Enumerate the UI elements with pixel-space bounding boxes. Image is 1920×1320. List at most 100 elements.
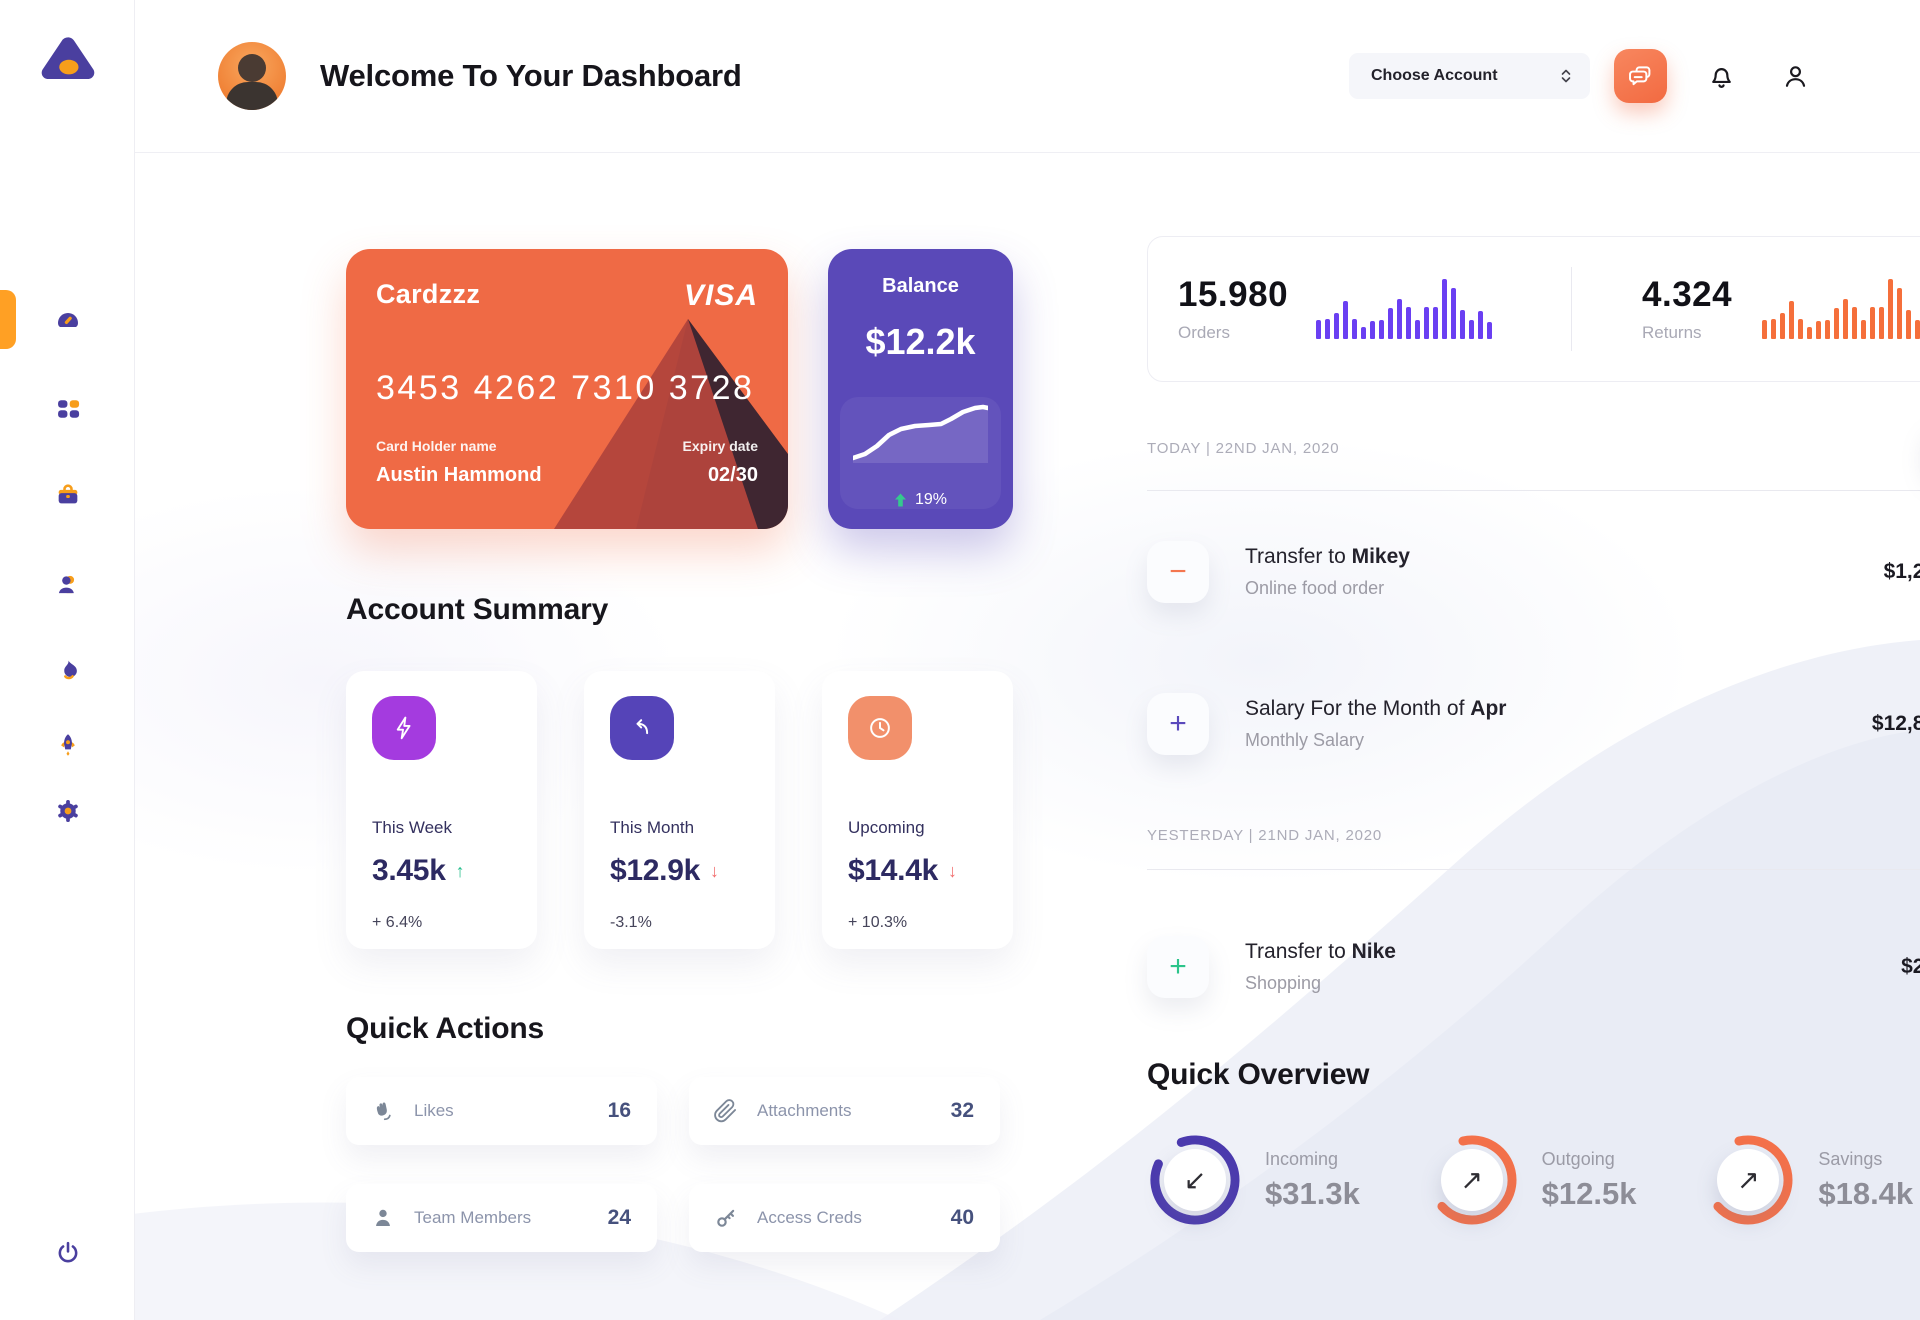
transaction-sign-minus: −: [1147, 541, 1209, 603]
main-content: Welcome To Your Dashboard Choose Account: [135, 0, 1920, 1320]
returns-value: 4.324: [1642, 275, 1733, 314]
clap-icon: [376, 1102, 391, 1121]
balance-amount: $12.2k: [865, 321, 976, 362]
transaction-row-nike[interactable]: + Transfer to Nike Shopping $230.00: [1147, 936, 1920, 998]
up-arrow-icon: [894, 493, 906, 507]
transaction-title-bold: Nike: [1351, 940, 1396, 963]
member-icon: [376, 1209, 390, 1227]
summary-label: This Month: [610, 818, 695, 837]
active-nav-indicator: [0, 290, 16, 349]
transaction-title-bold: Apr: [1470, 697, 1507, 720]
messages-button[interactable]: [1614, 49, 1667, 103]
transaction-amount: $12,840.00: [1871, 712, 1920, 735]
user-icon: [1785, 65, 1805, 87]
transaction-subtitle: Shopping: [1245, 973, 1322, 993]
summary-value: $12.9k: [610, 854, 700, 887]
savings-ring: ↗: [1700, 1132, 1796, 1228]
transaction-sign-plus: +: [1147, 936, 1209, 998]
transaction-subtitle: Online food order: [1245, 578, 1385, 598]
transaction-subtitle: Monthly Salary: [1245, 730, 1365, 750]
arrow-up-right-icon: ↗: [1460, 1164, 1483, 1195]
balance-sparkline: [853, 404, 988, 463]
transaction-row-mikey[interactable]: − Transfer to Mikey Online food order $1…: [1147, 541, 1920, 603]
sidebar: [0, 0, 135, 1320]
left-column: Cardzzz VISA 3453 4262 7310 3728 Card Ho…: [346, 249, 1013, 1252]
incoming-ring: ↙: [1147, 1132, 1243, 1228]
clock-icon: [848, 696, 912, 760]
quick-actions-title: Quick Actions: [346, 1012, 544, 1045]
quick-action-count: 24: [607, 1206, 631, 1229]
outgoing-ring: ↗: [1424, 1132, 1520, 1228]
quick-action-team-members[interactable]: Team Members 24: [346, 1184, 657, 1252]
sidebar-item-launch[interactable]: [49, 726, 87, 764]
overview-value: $12.5k: [1541, 1175, 1637, 1211]
bank-card-name: Cardzzz: [376, 279, 481, 309]
speedometer-icon: [58, 313, 78, 327]
summary-value: 3.45k: [372, 854, 446, 887]
users-icon: [58, 575, 75, 594]
quick-action-label: Attachments: [757, 1101, 852, 1120]
summary-percent: -3.1%: [610, 914, 652, 931]
orders-value: 15.980: [1178, 275, 1289, 314]
trend-down-icon: ↓: [709, 860, 719, 881]
page-title: Welcome To Your Dashboard: [320, 58, 742, 93]
rocket-icon: [61, 734, 75, 756]
balance-card: Balance $12.2k 19%: [828, 249, 1013, 529]
choose-account-select[interactable]: Choose Account: [1349, 53, 1590, 99]
transaction-sign-plus: +: [1147, 693, 1209, 755]
returns-label: Returns: [1642, 323, 1702, 342]
summary-value: $14.4k: [848, 854, 938, 887]
arrow-up-left-icon: [610, 696, 674, 760]
sidebar-item-logout[interactable]: [49, 1234, 87, 1272]
quick-action-count: 16: [607, 1099, 631, 1122]
profile-button[interactable]: [1775, 56, 1815, 96]
transactions-date-today: TODAY | 22ND JAN, 2020: [1147, 439, 1340, 457]
transaction-title: Salary For the Month of: [1245, 697, 1465, 720]
transaction-row-salary[interactable]: + Salary For the Month of Apr Monthly Sa…: [1147, 693, 1920, 755]
flame-icon: [64, 660, 77, 680]
key-icon: [717, 1209, 735, 1227]
summary-label: Upcoming: [848, 818, 925, 837]
summary-card-upcoming: Upcoming $14.4k ↓ + 10.3%: [822, 671, 1013, 949]
sidebar-item-team[interactable]: [49, 566, 87, 604]
expiry-value: 02/30: [707, 464, 758, 486]
app-logo[interactable]: [33, 28, 103, 98]
quick-actions-grid: Likes 16 Attachments 32 Team Members: [346, 1077, 1013, 1252]
gear-icon: [58, 800, 78, 822]
quick-action-attachments[interactable]: Attachments 32: [689, 1077, 1000, 1145]
lightning-icon: [372, 696, 436, 760]
quick-action-label: Team Members: [414, 1208, 532, 1227]
sidebar-item-apps[interactable]: [49, 390, 87, 428]
transaction-title: Transfer to: [1245, 545, 1346, 568]
balance-change: 19%: [914, 491, 948, 508]
quick-action-likes[interactable]: Likes 16: [346, 1077, 657, 1145]
quick-action-label: Likes: [414, 1101, 454, 1120]
quick-action-access-creds[interactable]: Access Creds 40: [689, 1184, 1000, 1252]
topbar: Welcome To Your Dashboard Choose Account: [135, 0, 1920, 153]
bank-card: Cardzzz VISA 3453 4262 7310 3728 Card Ho…: [346, 249, 788, 529]
transaction-amount: $230.00: [1901, 955, 1920, 978]
overview-label: Savings: [1818, 1148, 1883, 1169]
orders-mini-chart: [1316, 279, 1500, 339]
summary-card-this-month: This Month $12.9k ↓ -3.1%: [584, 671, 775, 949]
arrow-up-right-icon: ↗: [1737, 1164, 1760, 1195]
grid-icon: [58, 400, 80, 418]
sidebar-item-dashboard[interactable]: [49, 300, 87, 338]
quick-overview-row: ↙ Incoming $31.3k ↗ Outgoing $12.5k: [1147, 1132, 1920, 1228]
sidebar-item-settings[interactable]: [49, 792, 87, 830]
notifications-button[interactable]: [1701, 56, 1741, 96]
bank-card-graphic: [554, 319, 788, 529]
avatar: [218, 42, 286, 110]
orders-label: Orders: [1178, 323, 1230, 342]
sidebar-item-activity[interactable]: [49, 652, 87, 690]
card-holder-label: Card Holder name: [376, 438, 497, 454]
overview-outgoing: ↗ Outgoing $12.5k: [1424, 1132, 1701, 1228]
summary-percent: + 6.4%: [372, 914, 423, 931]
account-summary-title: Account Summary: [346, 593, 609, 626]
card-holder-name: Austin Hammond: [376, 464, 542, 486]
select-chevrons-icon: [1561, 69, 1571, 83]
summary-card-this-week: This Week 3.45k ↑ + 6.4%: [346, 671, 537, 949]
overview-label: Outgoing: [1541, 1148, 1615, 1169]
sidebar-item-portfolio[interactable]: [49, 476, 87, 514]
choose-account-label: Choose Account: [1371, 67, 1498, 84]
